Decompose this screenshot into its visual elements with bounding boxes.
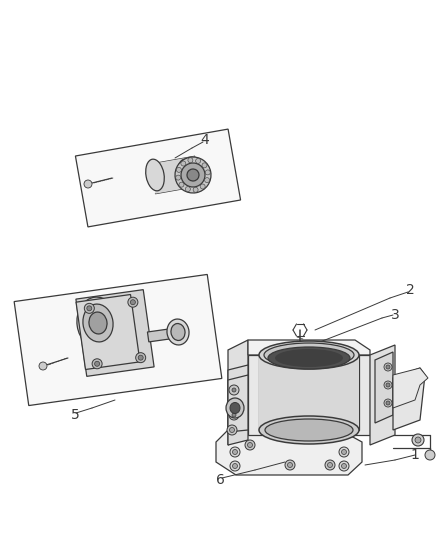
Polygon shape xyxy=(228,375,248,432)
Circle shape xyxy=(230,447,240,457)
Circle shape xyxy=(202,163,207,168)
Circle shape xyxy=(339,461,349,471)
Ellipse shape xyxy=(259,341,359,369)
Circle shape xyxy=(128,297,138,307)
Circle shape xyxy=(131,300,135,305)
Polygon shape xyxy=(228,340,248,445)
Text: 5: 5 xyxy=(71,408,79,422)
Text: 1: 1 xyxy=(410,448,420,462)
Circle shape xyxy=(92,359,102,369)
Circle shape xyxy=(287,463,293,467)
Circle shape xyxy=(138,355,143,360)
Circle shape xyxy=(176,175,181,180)
Ellipse shape xyxy=(77,297,119,349)
Text: 4: 4 xyxy=(201,133,209,147)
Ellipse shape xyxy=(89,312,107,334)
Ellipse shape xyxy=(259,416,359,444)
Polygon shape xyxy=(14,274,222,406)
Circle shape xyxy=(386,365,390,369)
Ellipse shape xyxy=(264,343,354,367)
Circle shape xyxy=(384,363,392,371)
Polygon shape xyxy=(248,355,370,435)
Ellipse shape xyxy=(146,159,164,191)
Ellipse shape xyxy=(268,347,350,369)
Circle shape xyxy=(185,187,191,191)
Text: 6: 6 xyxy=(215,473,224,487)
Circle shape xyxy=(285,460,295,470)
Circle shape xyxy=(425,450,435,460)
Polygon shape xyxy=(375,352,393,423)
Circle shape xyxy=(247,442,252,448)
Circle shape xyxy=(193,187,198,192)
Circle shape xyxy=(136,353,146,362)
Circle shape xyxy=(200,184,205,189)
Polygon shape xyxy=(148,328,177,342)
Circle shape xyxy=(233,449,237,455)
Polygon shape xyxy=(76,289,154,376)
Polygon shape xyxy=(228,365,248,445)
Polygon shape xyxy=(370,345,395,445)
Circle shape xyxy=(229,410,239,420)
Polygon shape xyxy=(150,156,200,193)
Circle shape xyxy=(84,180,92,188)
Ellipse shape xyxy=(181,163,205,187)
Ellipse shape xyxy=(175,157,211,193)
Circle shape xyxy=(230,461,240,471)
Circle shape xyxy=(230,427,234,432)
Polygon shape xyxy=(75,129,240,227)
Text: 3: 3 xyxy=(391,308,399,322)
Ellipse shape xyxy=(178,159,196,191)
Ellipse shape xyxy=(230,402,240,414)
Ellipse shape xyxy=(187,169,199,181)
Polygon shape xyxy=(76,295,140,369)
Circle shape xyxy=(181,161,186,166)
Circle shape xyxy=(179,182,184,187)
Circle shape xyxy=(245,440,255,450)
Ellipse shape xyxy=(226,398,244,418)
Ellipse shape xyxy=(275,349,343,367)
Ellipse shape xyxy=(167,319,189,345)
Circle shape xyxy=(386,383,390,387)
Ellipse shape xyxy=(265,419,353,441)
Circle shape xyxy=(95,361,99,366)
Circle shape xyxy=(39,362,47,370)
Circle shape xyxy=(384,399,392,407)
Text: 2: 2 xyxy=(406,283,414,297)
Circle shape xyxy=(342,449,346,455)
Circle shape xyxy=(227,425,237,435)
Circle shape xyxy=(384,381,392,389)
Polygon shape xyxy=(248,340,370,355)
Circle shape xyxy=(412,434,424,446)
Circle shape xyxy=(342,464,346,469)
Circle shape xyxy=(232,388,236,392)
Circle shape xyxy=(415,437,421,443)
Circle shape xyxy=(205,177,210,183)
Circle shape xyxy=(229,385,239,395)
Polygon shape xyxy=(216,430,362,475)
Circle shape xyxy=(325,460,335,470)
Circle shape xyxy=(232,413,236,417)
Polygon shape xyxy=(259,355,359,430)
Circle shape xyxy=(177,167,181,172)
Circle shape xyxy=(328,463,332,467)
Ellipse shape xyxy=(83,304,113,342)
Circle shape xyxy=(188,158,193,163)
Circle shape xyxy=(339,447,349,457)
Circle shape xyxy=(386,401,390,405)
Circle shape xyxy=(85,303,94,313)
Ellipse shape xyxy=(171,324,185,341)
Circle shape xyxy=(205,170,210,175)
Circle shape xyxy=(196,158,201,164)
Polygon shape xyxy=(393,368,428,408)
Circle shape xyxy=(233,464,237,469)
Circle shape xyxy=(87,306,92,311)
Polygon shape xyxy=(393,368,425,430)
